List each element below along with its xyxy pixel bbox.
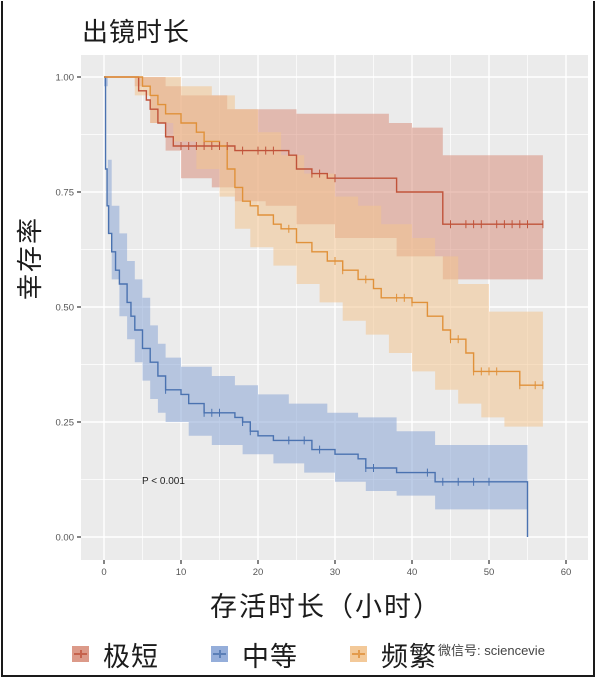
svg-text:0.00: 0.00 [56, 533, 75, 544]
legend-item-frequent: 频繁 [350, 635, 437, 674]
x-axis-title: 存活时长（小时） [210, 592, 442, 623]
svg-text:30: 30 [330, 567, 341, 578]
confidence-bands [104, 77, 543, 510]
legend-item-medium: 中等 [211, 635, 298, 674]
survival-curves [104, 76, 543, 537]
legend: 极短 中等 频繁 [72, 632, 489, 676]
censor-marks [165, 142, 544, 486]
svg-text:0.25: 0.25 [56, 418, 75, 429]
y-axis: 0.00 0.25 0.50 0.75 1.00 [56, 73, 81, 544]
p-value-annotation: P < 0.001 [142, 476, 185, 487]
legend-label: 中等 [242, 641, 298, 673]
svg-text:0: 0 [101, 567, 106, 578]
svg-text:0.75: 0.75 [56, 188, 75, 199]
svg-text:50: 50 [484, 567, 495, 578]
svg-text:40: 40 [407, 567, 418, 578]
svg-text:1.00: 1.00 [56, 73, 75, 84]
legend-label: 频繁 [381, 641, 437, 673]
legend-label: 极短 [103, 641, 159, 673]
legend-item-extreme-short: 极短 [72, 635, 159, 674]
legend-key-icon [72, 646, 89, 662]
svg-text:0.50: 0.50 [56, 303, 75, 314]
chart-title: 出镜时长 [82, 18, 191, 48]
legend-key-icon [211, 646, 228, 662]
svg-text:20: 20 [253, 567, 264, 578]
x-axis: 0 10 20 30 40 50 60 [101, 560, 571, 578]
y-axis-title: 幸存率 [10, 216, 47, 300]
y-axis-title-text: 幸存率 [16, 215, 46, 300]
svg-text:60: 60 [561, 567, 572, 578]
legend-key-icon [350, 646, 367, 662]
watermark: 微信号: sciencevie [438, 643, 545, 658]
svg-text:10: 10 [176, 567, 187, 578]
